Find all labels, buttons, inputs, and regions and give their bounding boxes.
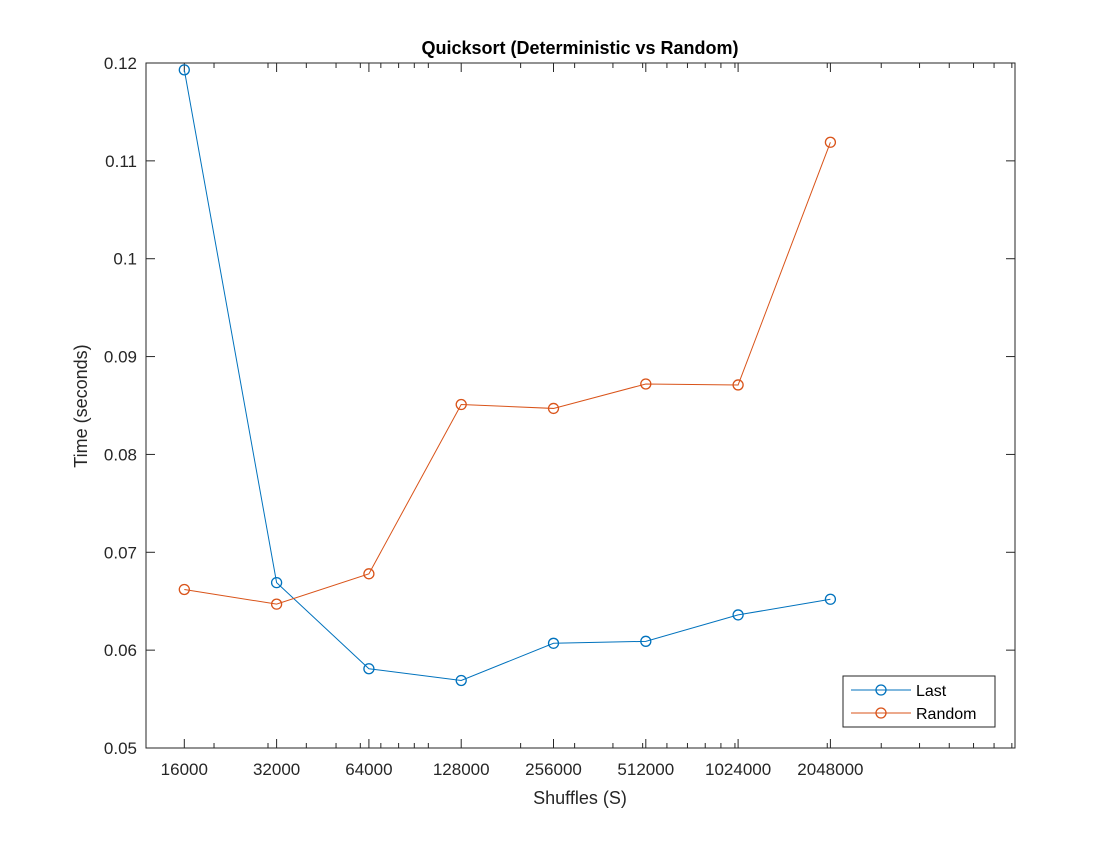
- data-point-marker: [547, 402, 560, 415]
- series-last: [178, 64, 837, 687]
- data-point-marker: [640, 378, 652, 390]
- data-point-marker: [732, 609, 744, 621]
- data-point-marker: [455, 674, 467, 687]
- x-axis-label: Shuffles (S): [533, 788, 627, 808]
- y-tick-label: 0.11: [105, 152, 137, 171]
- x-tick-label: 32000: [253, 760, 300, 779]
- y-tick-label: 0.06: [104, 641, 137, 660]
- data-point-marker: [547, 637, 560, 649]
- y-axis-label: Time (seconds): [71, 344, 91, 467]
- legend-marker: [875, 684, 887, 696]
- data-point-marker: [178, 64, 190, 76]
- y-tick-label: 0.08: [104, 445, 137, 464]
- x-tick-label: 2048000: [797, 760, 863, 779]
- data-point-marker: [824, 593, 837, 605]
- x-tick-label: 256000: [525, 760, 582, 779]
- series-line: [184, 142, 831, 605]
- x-tick-label: 64000: [345, 760, 392, 779]
- y-tick-label: 0.12: [104, 54, 137, 73]
- x-tick-label: 128000: [433, 760, 490, 779]
- data-point-marker: [270, 598, 283, 610]
- x-tick-label: 1024000: [705, 760, 771, 779]
- ticks-layer: 0.05 0.06 0.07 0.08 0.09 0.1 0.11 0.12 16000 3200…: [104, 54, 1015, 779]
- legend-marker: [875, 707, 887, 719]
- legend-box: [842, 675, 996, 728]
- series-layer: [178, 64, 837, 687]
- data-point-marker: [178, 583, 190, 596]
- x-tick-label: 16000: [161, 760, 208, 779]
- data-point-marker: [640, 635, 652, 647]
- data-point-marker: [363, 663, 375, 675]
- x-tick-label: 512000: [617, 760, 674, 779]
- y-tick-label: 0.07: [104, 543, 137, 562]
- legend-label: Last: [916, 683, 947, 700]
- data-point-marker: [363, 568, 375, 580]
- chart-title: Quicksort (Deterministic vs Random): [421, 38, 738, 58]
- data-point-marker: [455, 398, 467, 411]
- y-tick-label: 0.05: [104, 739, 137, 758]
- legend-label: Random: [916, 706, 976, 723]
- data-point-marker: [270, 576, 283, 589]
- plot-frame: [145, 62, 1016, 749]
- legend-items: Last Random: [851, 683, 976, 723]
- legend[interactable]: Last Random: [842, 675, 996, 728]
- y-tick-label: 0.1: [113, 250, 137, 269]
- data-point-marker: [732, 379, 744, 391]
- series-line: [183, 69, 831, 681]
- y-tick-label: 0.09: [104, 348, 137, 367]
- data-point-marker: [824, 136, 837, 148]
- series-random: [178, 136, 837, 610]
